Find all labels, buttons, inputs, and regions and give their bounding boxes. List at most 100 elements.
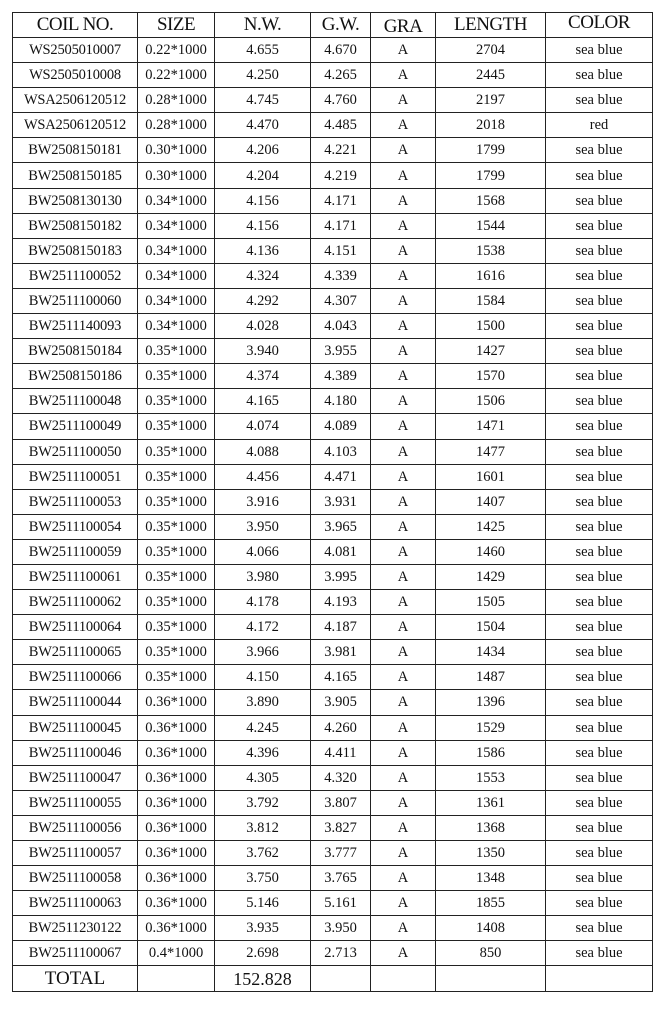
color-cell: sea blue [545, 137, 653, 164]
table-row: BW2511100056 0.36*1000 3.812 3.827 A 1368 sea … [12, 814, 653, 842]
length-cell: 1538 [435, 237, 546, 264]
color-cell: sea blue [545, 187, 653, 214]
table-row: BW2508130130 0.34*1000 4.156 4.171 A 1568 sea … [12, 187, 653, 214]
length-cell: 1434 [435, 639, 546, 666]
gw-cell: 4.265 [310, 62, 371, 89]
table-row: BW2511100051 0.35*1000 4.456 4.471 A 1601 sea … [12, 463, 653, 490]
table-row: BW2511100063 0.36*1000 5.146 5.161 A 1855 sea … [12, 890, 653, 917]
coil-no-cell: BW2511230122 [12, 915, 138, 942]
coil-no-cell: BW2511100045 [12, 714, 138, 741]
color-cell: red [545, 112, 653, 139]
size-cell: 0.28*1000 [137, 87, 215, 114]
color-cell: sea blue [545, 839, 653, 867]
size-cell: 0.36*1000 [137, 865, 215, 892]
coil-no-cell: BW2511100059 [12, 538, 138, 565]
table-row: BW2508150183 0.34*1000 4.136 4.151 A 1538 sea … [12, 237, 653, 264]
size-cell: 0.34*1000 [137, 313, 215, 340]
length-cell: 1855 [435, 890, 546, 917]
nw-cell: 3.890 [214, 689, 311, 716]
grade-cell: A [370, 814, 436, 842]
table-row: WS2505010008 0.22*1000 4.250 4.265 A 2445 sea … [12, 62, 653, 89]
size-cell: 0.35*1000 [137, 589, 215, 616]
table-row: BW2511100044 0.36*1000 3.890 3.905 A 1396 sea … [12, 689, 653, 716]
color-cell: sea blue [545, 789, 653, 816]
nw-cell: 3.792 [214, 789, 311, 816]
gw-cell: 3.807 [310, 789, 371, 816]
length-cell: 1368 [435, 814, 546, 842]
length-cell: 2197 [435, 87, 546, 114]
length-cell: 1799 [435, 137, 546, 164]
nw-cell: 4.204 [214, 162, 311, 189]
color-cell: sea blue [545, 563, 653, 591]
total-row: TOTAL 152.828 [12, 965, 653, 993]
coil-no-cell: BW2511100060 [12, 287, 138, 315]
table-row: BW2511100049 0.35*1000 4.074 4.089 A 1471 sea … [12, 413, 653, 440]
color-cell: sea blue [545, 287, 653, 315]
table-row: BW2511100047 0.36*1000 4.305 4.320 A 1553 sea … [12, 764, 653, 791]
length-cell: 1427 [435, 338, 546, 365]
table-row: BW2511100045 0.36*1000 4.245 4.260 A 1529 sea … [12, 714, 653, 741]
table-row: BW2508150181 0.30*1000 4.206 4.221 A 1799 sea … [12, 137, 653, 164]
length-cell: 1505 [435, 589, 546, 616]
coil-no-cell: BW2508150183 [12, 237, 138, 264]
grade-cell: A [370, 664, 436, 691]
length-cell: 1348 [435, 865, 546, 892]
nw-cell: 3.980 [214, 563, 311, 591]
color-cell: sea blue [545, 589, 653, 616]
coil-no-cell: BW2508150181 [12, 137, 138, 164]
gw-cell: 3.995 [310, 563, 371, 591]
grade-cell: A [370, 388, 436, 415]
size-cell: 0.36*1000 [137, 890, 215, 917]
gw-cell: 4.180 [310, 388, 371, 415]
total-gw-empty [310, 965, 371, 993]
length-cell: 1799 [435, 162, 546, 189]
size-cell: 0.35*1000 [137, 438, 215, 465]
table-row: BW2511100050 0.35*1000 4.088 4.103 A 1477 sea … [12, 438, 653, 465]
table-row: BW2508150182 0.34*1000 4.156 4.171 A 1544 sea … [12, 212, 653, 239]
nw-cell: 4.156 [214, 212, 311, 239]
grade-cell: A [370, 62, 436, 89]
gw-cell: 4.193 [310, 589, 371, 616]
gw-cell: 4.165 [310, 664, 371, 691]
coil-no-cell: BW2511100058 [12, 865, 138, 892]
grade-cell: A [370, 614, 436, 641]
grade-cell: A [370, 538, 436, 565]
coil-packing-table: COIL NO. SIZE N.W. G.W. GRA LENGTH COLOR… [12, 12, 653, 993]
gw-cell: 4.171 [310, 187, 371, 214]
grade-cell: A [370, 87, 436, 114]
gw-cell: 4.411 [310, 739, 371, 766]
nw-cell: 4.745 [214, 87, 311, 114]
table-row: BW2511100065 0.35*1000 3.966 3.981 A 1434 sea … [12, 639, 653, 666]
table-row: BW2511100053 0.35*1000 3.916 3.931 A 1407 sea … [12, 488, 653, 515]
table-row: BW2511100048 0.35*1000 4.165 4.180 A 1506 sea … [12, 388, 653, 415]
color-cell: sea blue [545, 36, 653, 64]
size-cell: 0.34*1000 [137, 237, 215, 264]
color-cell: sea blue [545, 338, 653, 365]
color-cell: sea blue [545, 262, 653, 289]
nw-cell: 3.916 [214, 488, 311, 515]
total-size-empty [137, 965, 215, 993]
gw-cell: 4.151 [310, 237, 371, 264]
grade-cell: A [370, 865, 436, 892]
nw-cell: 4.396 [214, 739, 311, 766]
length-cell: 850 [435, 940, 546, 967]
grade-cell: A [370, 789, 436, 816]
table-row: BW2508150186 0.35*1000 4.374 4.389 A 1570 sea … [12, 363, 653, 390]
coil-no-cell: BW2511100067 [12, 940, 138, 967]
color-cell: sea blue [545, 538, 653, 565]
length-cell: 1506 [435, 388, 546, 415]
size-cell: 0.34*1000 [137, 187, 215, 214]
nw-cell: 5.146 [214, 890, 311, 917]
gw-cell: 4.485 [310, 112, 371, 139]
color-cell: sea blue [545, 463, 653, 490]
nw-cell: 4.305 [214, 764, 311, 791]
grade-cell: A [370, 413, 436, 440]
gw-cell: 5.161 [310, 890, 371, 917]
nw-cell: 4.250 [214, 62, 311, 89]
table-row: BW2508150185 0.30*1000 4.204 4.219 A 1799 sea … [12, 162, 653, 189]
color-cell: sea blue [545, 62, 653, 89]
length-cell: 1570 [435, 363, 546, 390]
coil-no-cell: BW2511100066 [12, 664, 138, 691]
nw-cell: 4.150 [214, 664, 311, 691]
table-row: BW2511100057 0.36*1000 3.762 3.777 A 1350 sea … [12, 839, 653, 867]
